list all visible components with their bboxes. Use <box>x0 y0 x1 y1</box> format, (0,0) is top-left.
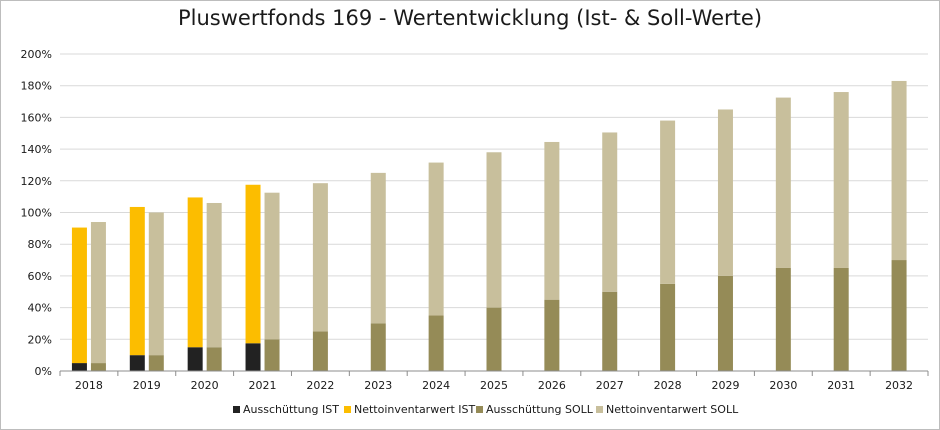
bar-aussch-ttung-soll-2020 <box>206 347 222 371</box>
bar-aussch-ttung-soll-2032 <box>891 260 907 371</box>
y-tick-label: 60% <box>28 270 52 283</box>
bar-aussch-ttung-ist-2020 <box>187 347 203 371</box>
bar-nettoinventarwert-soll-2021 <box>264 192 280 340</box>
legend-label: Nettoinventarwert SOLL <box>606 403 739 416</box>
x-tick-label: 2025 <box>480 379 508 392</box>
bar-nettoinventarwert-soll-2030 <box>775 97 791 268</box>
bar-nettoinventarwert-soll-2031 <box>833 92 849 268</box>
legend-label: Nettoinventarwert IST <box>354 403 476 416</box>
x-axis <box>59 370 929 376</box>
bar-aussch-ttung-ist-2018 <box>71 363 87 371</box>
bar-nettoinventarwert-ist-2021 <box>245 184 261 344</box>
legend-label: Ausschüttung IST <box>243 403 339 416</box>
x-axis-ticks: 2018 2019 2020 2021 2022 2023 2024 2025 2026 2027… <box>75 379 913 392</box>
y-tick-label: 40% <box>28 302 52 315</box>
bars <box>71 80 907 371</box>
bar-aussch-ttung-soll-2029 <box>717 275 733 371</box>
bar-nettoinventarwert-ist-2020 <box>187 197 203 348</box>
bar-nettoinventarwert-soll-2022 <box>312 183 328 332</box>
bar-nettoinventarwert-soll-2026 <box>544 141 560 300</box>
x-tick-label: 2027 <box>596 379 624 392</box>
bar-aussch-ttung-soll-2025 <box>486 307 502 371</box>
y-tick-label: 80% <box>28 238 52 251</box>
y-tick-label: 120% <box>21 175 52 188</box>
bar-nettoinventarwert-soll-2020 <box>206 202 222 348</box>
x-tick-label: 2032 <box>885 379 913 392</box>
y-axis-ticks: 0% 20% 40% 60% 80% 100% 120% 140% 160% 180% 200% <box>21 48 52 378</box>
bar-aussch-ttung-soll-2021 <box>264 339 280 371</box>
bar-aussch-ttung-soll-2018 <box>90 363 106 371</box>
legend-swatch <box>476 406 483 413</box>
y-tick-label: 160% <box>21 111 52 124</box>
bar-nettoinventarwert-soll-2023 <box>370 172 386 324</box>
bar-nettoinventarwert-soll-2032 <box>891 80 907 261</box>
x-tick-label: 2026 <box>538 379 566 392</box>
x-tick-label: 2029 <box>711 379 739 392</box>
x-tick-label: 2023 <box>364 379 392 392</box>
chart-title: Pluswertfonds 169 - Wertentwicklung (Ist… <box>177 6 763 30</box>
bar-nettoinventarwert-soll-2028 <box>660 120 676 284</box>
legend-label: Ausschüttung SOLL <box>486 403 594 416</box>
y-tick-label: 0% <box>35 365 52 378</box>
y-tick-label: 20% <box>28 333 52 346</box>
x-tick-label: 2022 <box>306 379 334 392</box>
bar-aussch-ttung-soll-2027 <box>602 291 618 371</box>
x-tick-label: 2019 <box>133 379 161 392</box>
bar-aussch-ttung-soll-2022 <box>312 331 328 371</box>
bar-nettoinventarwert-soll-2018 <box>90 222 106 364</box>
legend-swatch <box>344 406 351 413</box>
bar-aussch-ttung-soll-2030 <box>775 267 791 371</box>
bar-aussch-ttung-ist-2019 <box>129 355 145 371</box>
bar-nettoinventarwert-soll-2027 <box>602 132 618 292</box>
bar-nettoinventarwert-ist-2019 <box>129 206 145 356</box>
bar-nettoinventarwert-soll-2029 <box>717 109 733 276</box>
bar-nettoinventarwert-soll-2025 <box>486 152 502 308</box>
legend-swatch <box>233 406 240 413</box>
y-tick-label: 100% <box>21 207 52 220</box>
x-tick-label: 2024 <box>422 379 450 392</box>
x-tick-label: 2020 <box>191 379 219 392</box>
bar-aussch-ttung-soll-2023 <box>370 323 386 371</box>
bar-aussch-ttung-soll-2026 <box>544 299 560 371</box>
y-tick-label: 140% <box>21 143 52 156</box>
y-tick-label: 200% <box>21 48 52 61</box>
bar-nettoinventarwert-soll-2024 <box>428 162 444 316</box>
x-tick-label: 2030 <box>769 379 797 392</box>
x-tick-label: 2028 <box>654 379 682 392</box>
x-tick-label: 2021 <box>249 379 277 392</box>
x-tick-label: 2018 <box>75 379 103 392</box>
bar-nettoinventarwert-soll-2019 <box>148 212 164 356</box>
y-tick-label: 180% <box>21 80 52 93</box>
bar-aussch-ttung-soll-2024 <box>428 315 444 371</box>
legend: Ausschüttung IST Nettoinventarwert IST Aus… <box>233 403 739 416</box>
bar-nettoinventarwert-ist-2018 <box>71 227 87 364</box>
bar-aussch-ttung-soll-2028 <box>660 283 676 371</box>
bar-aussch-ttung-soll-2031 <box>833 267 849 371</box>
x-tick-label: 2031 <box>827 379 855 392</box>
bar-aussch-ttung-soll-2019 <box>148 355 164 371</box>
bar-aussch-ttung-ist-2021 <box>245 343 261 371</box>
legend-swatch <box>596 406 603 413</box>
